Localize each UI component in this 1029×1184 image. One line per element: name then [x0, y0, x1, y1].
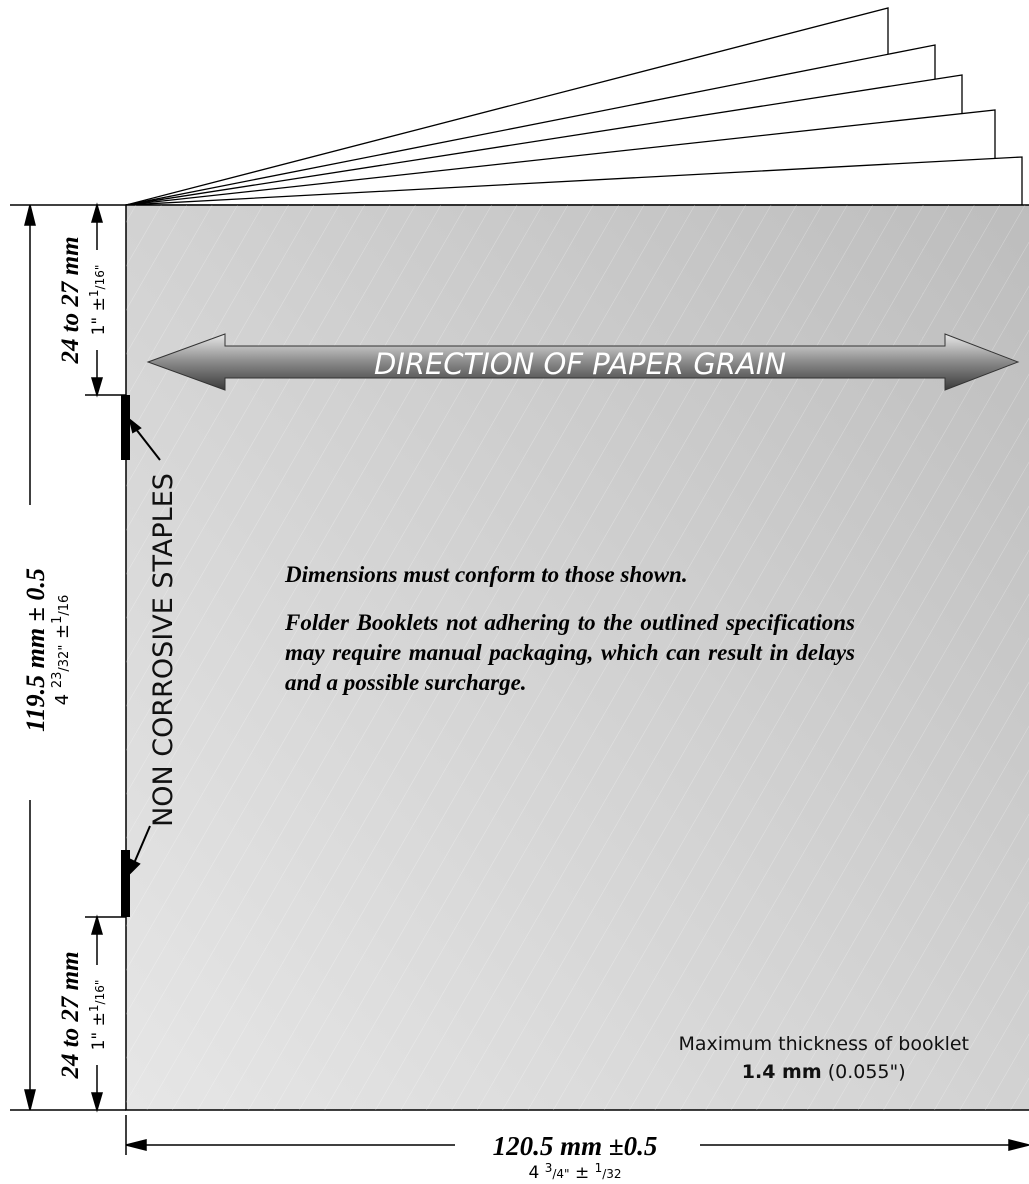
staple-bottom-metric: 24 to 27 mm	[57, 951, 84, 1079]
staple-pointers	[128, 417, 161, 876]
tolerance: ±	[575, 1163, 589, 1183]
staple	[121, 850, 130, 917]
height-imperial: 4 23/32" ±1/16	[50, 595, 73, 706]
tolerance: ±	[89, 1012, 109, 1026]
denominator: /4"	[552, 1167, 569, 1181]
denominator: /16"	[93, 265, 107, 290]
staple-top-metric: 24 to 27 mm	[57, 236, 84, 364]
tolerance: ±	[89, 297, 109, 311]
note: Dimensions must conform to those shown.	[285, 562, 688, 587]
dimension-lines	[10, 202, 1029, 1155]
denominator: /16"	[93, 980, 107, 1005]
numerator: 1	[87, 289, 101, 297]
numerator: 1	[50, 616, 65, 624]
numerator: 23	[50, 672, 65, 689]
whole: 1"	[89, 317, 109, 336]
staple-bottom-imperial: 1" ±1/16"	[87, 980, 109, 1051]
thickness-label: Maximum thickness of booklet	[678, 1033, 969, 1055]
height-metric: 119.5 mm ± 0.5	[21, 568, 50, 732]
staples-label: NON CORROSIVE STAPLES	[148, 473, 179, 827]
grain-label: DIRECTION OF PAPER GRAIN	[374, 347, 786, 381]
numerator: 1	[87, 1004, 101, 1012]
whole: 1"	[89, 1032, 109, 1051]
numerator: 3	[545, 1161, 553, 1175]
staple	[121, 395, 130, 460]
staple-top-imperial: 1" ±1/16"	[87, 265, 109, 336]
width-imperial: 4 3/4" ± 1/32	[528, 1161, 621, 1183]
grain-arrow	[146, 333, 1020, 391]
whole: 4	[52, 694, 73, 705]
denominator: /32"	[57, 645, 72, 672]
note: Folder Booklets not adhering to the outl…	[285, 610, 855, 695]
tolerance: ±	[52, 624, 73, 639]
thickness-inches: (0.055")	[827, 1061, 906, 1083]
thickness-value-row: 1.4 mm (0.055")	[678, 1058, 969, 1086]
denominator: /16	[57, 595, 72, 616]
thickness-value: 1.4 mm	[741, 1061, 822, 1083]
numerator: 1	[595, 1161, 603, 1175]
whole: 4	[528, 1163, 539, 1183]
notes: Dimensions must conform to those shown. …	[285, 560, 855, 716]
width-metric: 120.5 mm ±0.5	[493, 1131, 658, 1161]
pages	[125, 7, 1023, 206]
thickness: Maximum thickness of booklet 1.4 mm (0.0…	[678, 1030, 969, 1086]
denominator: /32	[602, 1167, 621, 1181]
